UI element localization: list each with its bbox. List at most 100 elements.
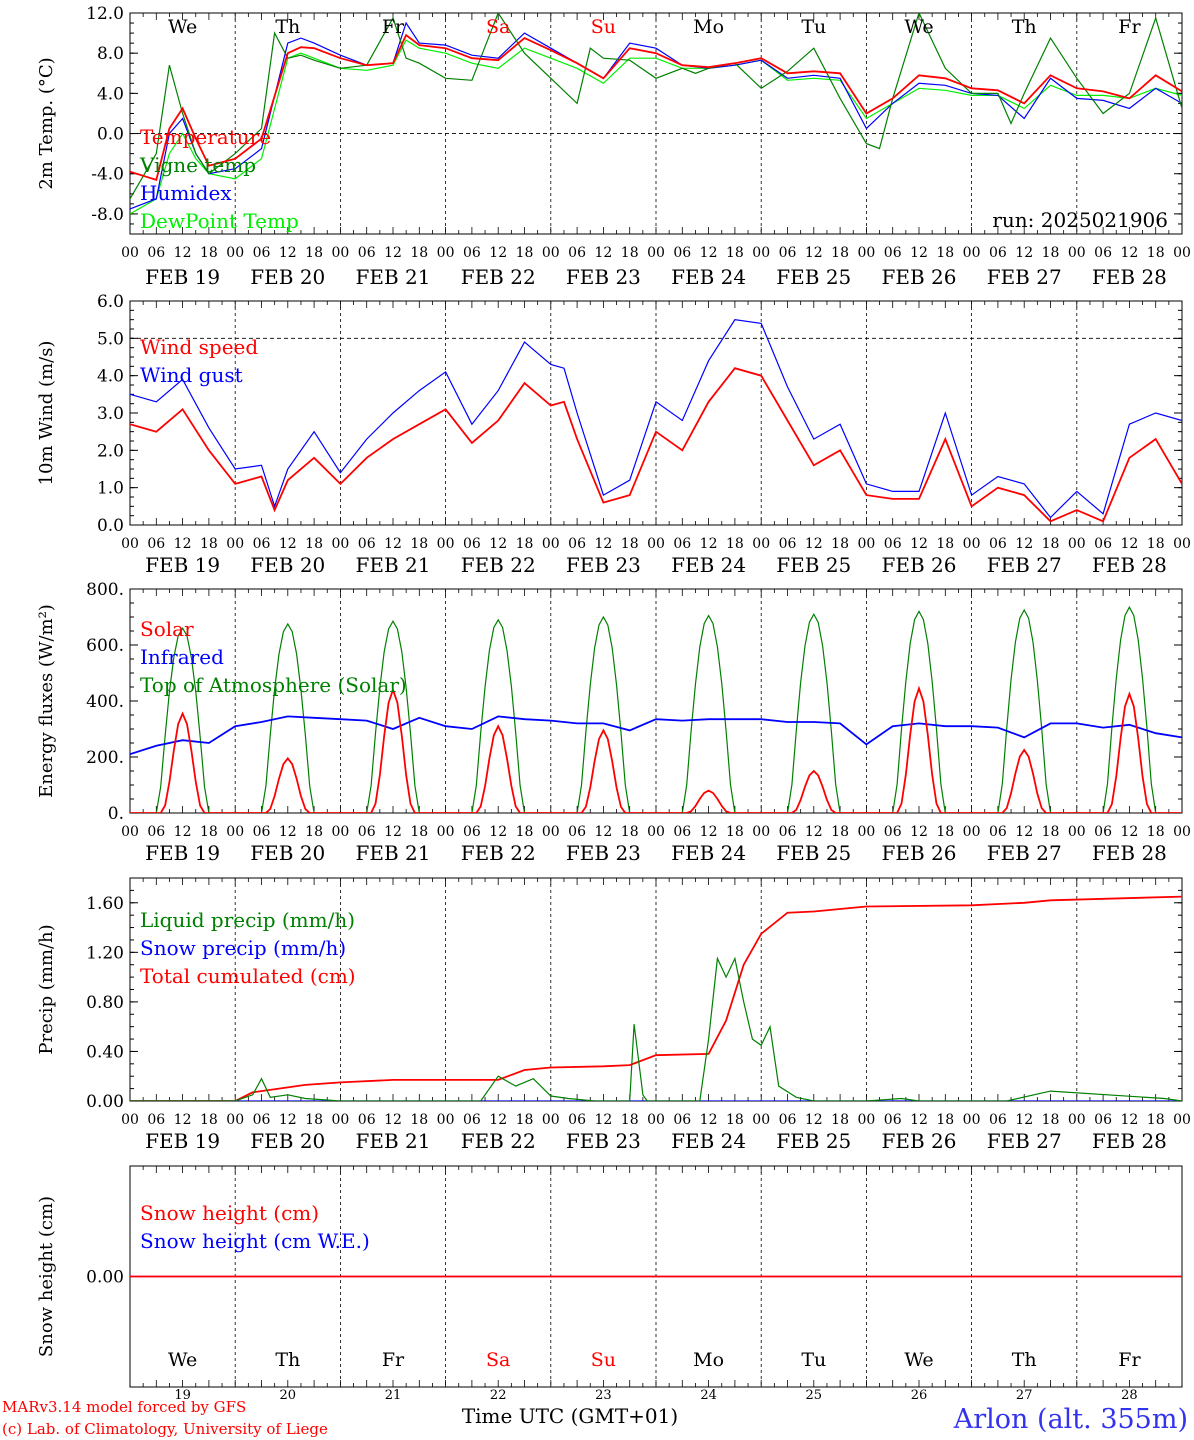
hour-label: 00	[963, 536, 981, 552]
hour-label: 00	[542, 245, 560, 261]
hour-label: 12	[1120, 824, 1138, 840]
hour-label: 12	[1120, 245, 1138, 261]
hour-label: 06	[779, 1112, 797, 1128]
hour-label: 06	[673, 824, 691, 840]
date-label: FEB 28	[1092, 553, 1167, 577]
day-number-label: 24	[700, 1388, 717, 1403]
hour-label: 18	[1147, 536, 1165, 552]
time-axis-label: Time UTC (GMT+01)	[462, 1404, 678, 1428]
hour-label: 12	[805, 536, 823, 552]
hour-label: 00	[331, 824, 349, 840]
date-label: FEB 23	[566, 553, 641, 577]
date-label: FEB 28	[1092, 265, 1167, 289]
date-label: FEB 27	[987, 553, 1062, 577]
date-label: FEB 21	[356, 553, 431, 577]
hour-label: 06	[253, 824, 271, 840]
weekday-label-bottom: Mo	[693, 1349, 724, 1371]
hour-label: 06	[673, 245, 691, 261]
hour-label: 06	[989, 245, 1007, 261]
weekday-label-bottom: We	[904, 1349, 933, 1371]
hour-label: 18	[936, 245, 954, 261]
hour-label: 12	[279, 536, 297, 552]
legend-entry: Infrared	[140, 645, 224, 669]
legend-entry: DewPoint Temp	[140, 209, 299, 233]
day-number-label: 23	[595, 1388, 612, 1403]
hour-label: 00	[121, 536, 139, 552]
date-label: FEB 24	[671, 841, 746, 865]
hour-label: 00	[1173, 245, 1191, 261]
y-tick-label: 3.0	[97, 404, 124, 424]
hour-label: 18	[936, 1112, 954, 1128]
hour-label: 12	[1120, 536, 1138, 552]
date-label: FEB 25	[776, 1129, 851, 1153]
hour-label: 00	[121, 1112, 139, 1128]
hour-label: 18	[1042, 1112, 1060, 1128]
y-tick-label: 5.0	[97, 329, 124, 349]
series-line-total-cumulated-cm-	[130, 895, 1182, 1101]
hour-label: 00	[1068, 1112, 1086, 1128]
date-label: FEB 25	[776, 841, 851, 865]
hour-label: 06	[568, 1112, 586, 1128]
panel-precip: 1.60 1.20 0.80 0.40 0.00 Precip (mm/h) Liquid …	[36, 877, 1191, 1153]
hour-label: 12	[489, 536, 507, 552]
hour-label: 00	[857, 245, 875, 261]
weekday-label-top: Fr	[382, 16, 405, 38]
hour-label: 18	[516, 536, 534, 552]
date-label: FEB 26	[882, 265, 957, 289]
hour-label: 18	[1042, 824, 1060, 840]
legend-entry: Vigne temp	[139, 153, 256, 177]
hour-label: 12	[700, 536, 718, 552]
hour-label: 00	[226, 536, 244, 552]
station-label: Arlon (alt. 355m)	[953, 1404, 1188, 1435]
hour-label: 00	[1173, 824, 1191, 840]
series-line-top-of-atmosphere-solar-	[130, 605, 1182, 813]
date-label: FEB 22	[461, 265, 536, 289]
date-label: FEB 25	[776, 265, 851, 289]
hour-label: 18	[410, 824, 428, 840]
y-axis-label: 10m Wind (m/s)	[36, 341, 57, 486]
hour-label: 00	[542, 536, 560, 552]
hour-label: 00	[1068, 536, 1086, 552]
weekday-label-top: We	[904, 16, 933, 38]
hour-label: 00	[857, 1112, 875, 1128]
hour-label: 18	[1147, 1112, 1165, 1128]
hour-label: 00	[857, 824, 875, 840]
hour-label: 12	[594, 536, 612, 552]
weekday-label-bottom: Fr	[1118, 1349, 1141, 1371]
date-label: FEB 19	[145, 1129, 220, 1153]
hour-label: 00	[226, 1112, 244, 1128]
hour-label: 06	[358, 824, 376, 840]
hour-label: 18	[1042, 245, 1060, 261]
hour-label: 12	[384, 245, 402, 261]
run-label: run: 2025021906	[992, 208, 1168, 232]
hour-label: 12	[700, 824, 718, 840]
date-label: FEB 26	[882, 553, 957, 577]
date-label: FEB 26	[882, 841, 957, 865]
hour-label: 18	[726, 824, 744, 840]
hour-label: 06	[1094, 245, 1112, 261]
hour-label: 18	[516, 824, 534, 840]
day-number-label: 20	[280, 1388, 297, 1403]
y-tick-label: 6.0	[97, 292, 124, 312]
series-line-dewpoint-temp	[130, 39, 1182, 215]
hour-label: 12	[594, 1112, 612, 1128]
panel-energy: 800. 600. 400. 200. 0. Energy fluxes (W/m²) So…	[36, 580, 1191, 865]
y-axis-label: 2m Temp. (°C)	[36, 57, 57, 189]
day-number-label: 22	[490, 1388, 507, 1403]
legend-entry: Liquid precip (mm/h)	[140, 908, 355, 932]
hour-label: 18	[305, 245, 323, 261]
date-label: FEB 23	[566, 265, 641, 289]
date-label: FEB 22	[461, 1129, 536, 1153]
date-label: FEB 24	[671, 265, 746, 289]
series-line-solar	[130, 685, 1182, 813]
hour-label: 18	[305, 824, 323, 840]
hour-label: 18	[200, 245, 218, 261]
hour-label: 06	[779, 245, 797, 261]
hour-label: 18	[936, 824, 954, 840]
hour-label: 12	[1015, 1112, 1033, 1128]
hour-label: 06	[358, 1112, 376, 1128]
date-label: FEB 22	[461, 841, 536, 865]
weekday-label-bottom: Tu	[801, 1349, 826, 1371]
legend-entry: Wind gust	[140, 363, 243, 387]
